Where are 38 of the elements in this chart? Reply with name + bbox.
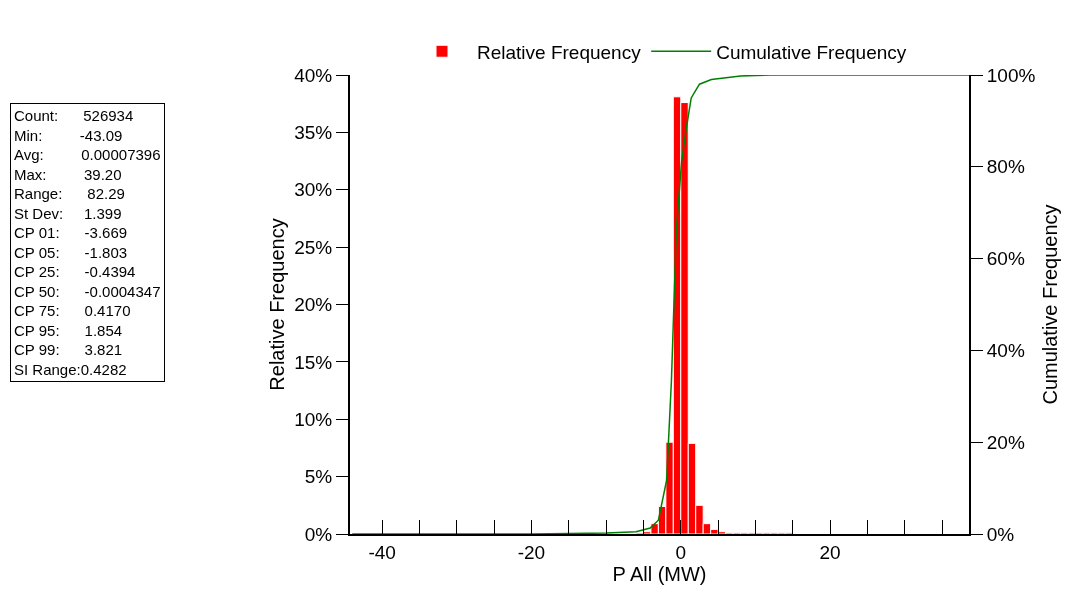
y-tick-label: 35% <box>294 122 333 144</box>
legend-label: Cumulative Frequency <box>716 41 907 63</box>
text: CP 05: -1.803 <box>14 243 128 261</box>
y-tick-label: 15% <box>294 351 333 373</box>
y2-tick-label: 100% <box>986 64 1036 86</box>
y2-tick-label: 0% <box>986 523 1015 545</box>
y-tick-label: 10% <box>294 408 333 430</box>
x-tick-label: -40 <box>368 541 396 563</box>
text: Range: 82.29 <box>14 185 125 202</box>
text: SI Range:0.4282 <box>14 360 127 378</box>
x-axis-title: P All (MW) <box>612 562 707 585</box>
y-axis-title: Relative Frequency <box>266 218 289 391</box>
y2-tick-label: 40% <box>986 340 1025 362</box>
text: Max: 39.20 <box>14 165 122 183</box>
x-tick-label: 0 <box>675 541 687 563</box>
text: CP 25: -0.4394 <box>14 263 136 280</box>
text: CP 99: 3.821 <box>14 341 123 358</box>
text: CP 75: 0.4170 <box>14 302 131 319</box>
text: St Dev: 1.399 <box>14 204 122 222</box>
text: Avg: 0.00007396 <box>14 146 161 163</box>
y-tick-label: 0% <box>304 523 333 545</box>
y2-axis-title: Cumulative Frequency <box>1038 204 1061 405</box>
text: CP 01: -3.669 <box>14 224 128 241</box>
y-tick-label: 25% <box>294 236 333 258</box>
x-tick-label: 20 <box>819 541 841 563</box>
y-tick-label: 30% <box>294 179 333 201</box>
text: CP 95: 1.854 <box>14 321 123 339</box>
legend-label: Relative Frequency <box>477 41 642 63</box>
y2-tick-label: 20% <box>986 431 1025 453</box>
y2-tick-label: 60% <box>986 248 1025 270</box>
text: Min: -43.09 <box>14 126 123 144</box>
y2-tick-label: 80% <box>986 156 1025 178</box>
y-tick-label: 40% <box>294 64 333 86</box>
x-tick-label: -20 <box>517 541 546 563</box>
text: Count: 526934 <box>14 107 134 124</box>
y-tick-label: 20% <box>294 294 333 316</box>
text: CP 50: -0.0004347 <box>14 282 161 300</box>
y-tick-label: 5% <box>304 466 333 488</box>
